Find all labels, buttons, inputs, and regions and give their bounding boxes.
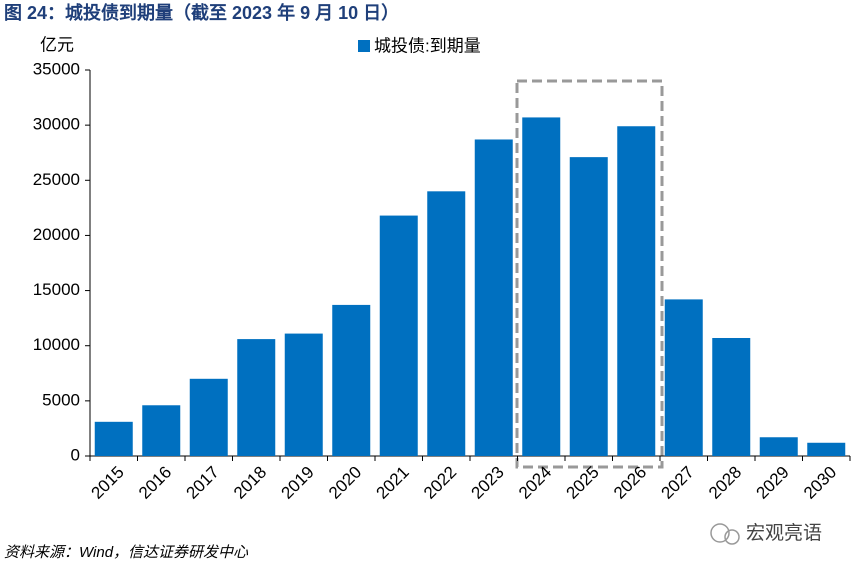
y-tick-label: 20000 bbox=[33, 225, 80, 244]
x-tick-label: 2018 bbox=[230, 463, 270, 503]
x-tick-label: 2025 bbox=[563, 463, 603, 503]
x-tick-label: 2022 bbox=[420, 463, 460, 503]
bar bbox=[664, 299, 703, 456]
bar bbox=[569, 157, 608, 456]
bar bbox=[237, 339, 276, 456]
y-unit: 亿元 bbox=[40, 35, 74, 54]
x-tick-label: 2020 bbox=[325, 463, 365, 503]
watermark-icon bbox=[710, 523, 740, 545]
x-tick-label: 2023 bbox=[468, 463, 508, 503]
y-tick-label: 10000 bbox=[33, 335, 80, 354]
x-tick-label: 2026 bbox=[610, 463, 650, 503]
highlight-box bbox=[515, 79, 664, 469]
y-tick-label: 5000 bbox=[42, 390, 80, 409]
y-tick-label: 15000 bbox=[33, 280, 80, 299]
bar bbox=[142, 405, 181, 456]
bar bbox=[189, 378, 228, 456]
watermark: 宏观亮语 bbox=[746, 522, 822, 544]
x-tick-label: 2028 bbox=[705, 463, 745, 503]
x-tick-label: 2019 bbox=[278, 463, 318, 503]
y-tick-label: 0 bbox=[71, 445, 80, 464]
x-tick-label: 2016 bbox=[135, 463, 175, 503]
x-tick-label: 2021 bbox=[373, 463, 413, 503]
y-tick-label: 25000 bbox=[33, 170, 80, 189]
bar bbox=[427, 191, 466, 457]
bar bbox=[522, 117, 561, 457]
x-tick-label: 2024 bbox=[515, 463, 555, 503]
y-tick-label: 30000 bbox=[33, 115, 80, 134]
bar bbox=[617, 126, 656, 456]
bar bbox=[759, 437, 798, 456]
bar bbox=[284, 333, 323, 456]
chart-title: 图 24：城投债到期量（截至 2023 年 9 月 10 日） bbox=[4, 2, 399, 23]
bar bbox=[94, 421, 133, 456]
legend-label: 城投债:到期量 bbox=[374, 36, 481, 55]
legend-swatch bbox=[358, 40, 370, 52]
x-tick-label: 2030 bbox=[800, 463, 840, 503]
x-tick-label: 2017 bbox=[183, 463, 223, 503]
x-tick-label: 2015 bbox=[88, 463, 128, 503]
source: 资料来源：Wind，信达证券研发中心 bbox=[4, 544, 249, 561]
bar bbox=[807, 442, 846, 456]
bar bbox=[712, 337, 751, 456]
x-tick-label: 2029 bbox=[753, 463, 793, 503]
bar bbox=[332, 304, 371, 456]
bar bbox=[474, 139, 513, 457]
bar bbox=[379, 215, 418, 456]
y-tick-label: 35000 bbox=[33, 59, 80, 78]
x-tick-label: 2027 bbox=[658, 463, 698, 503]
